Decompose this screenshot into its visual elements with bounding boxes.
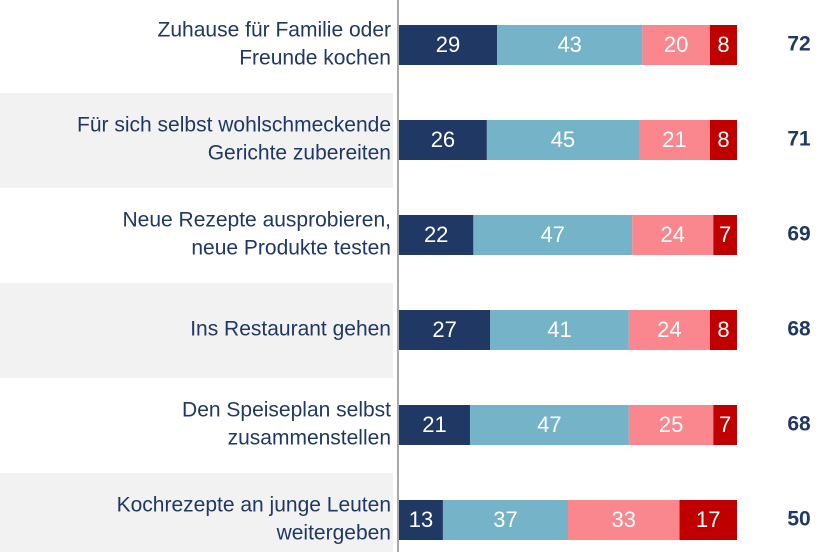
value-label: 8 bbox=[717, 32, 729, 57]
row-band bbox=[0, 93, 393, 188]
value-label: 33 bbox=[612, 507, 636, 532]
bar-segment bbox=[399, 405, 470, 445]
bar-segment bbox=[442, 500, 568, 540]
value-label: 29 bbox=[436, 32, 460, 57]
bar-segment bbox=[497, 25, 643, 65]
bar-segment bbox=[642, 25, 710, 65]
bar-segment bbox=[709, 310, 737, 350]
value-label: 21 bbox=[422, 412, 446, 437]
value-label: 24 bbox=[661, 222, 685, 247]
value-label: 17 bbox=[696, 507, 720, 532]
total-label: 71 bbox=[787, 128, 811, 151]
value-label: 47 bbox=[541, 222, 565, 247]
value-label: 7 bbox=[719, 222, 731, 247]
row-band bbox=[0, 283, 393, 378]
value-label: 26 bbox=[431, 127, 455, 152]
bar-segment bbox=[628, 405, 714, 445]
bar-segment bbox=[399, 120, 487, 160]
bar-segment bbox=[638, 120, 710, 160]
value-label: 21 bbox=[662, 127, 686, 152]
category-label: Gerichte zubereiten bbox=[208, 142, 391, 165]
total-label: 69 bbox=[787, 223, 810, 246]
category-label: neue Produkte testen bbox=[191, 237, 391, 260]
category-label: Neue Rezepte ausprobieren, bbox=[122, 209, 391, 232]
value-label: 8 bbox=[717, 127, 729, 152]
total-label: 68 bbox=[787, 318, 811, 341]
bar-segment bbox=[632, 215, 714, 255]
value-label: 22 bbox=[424, 222, 448, 247]
bar-segment bbox=[399, 215, 474, 255]
category-label: Zuhause für Familie oder bbox=[158, 19, 391, 42]
value-label: 27 bbox=[432, 317, 456, 342]
value-label: 8 bbox=[717, 317, 729, 342]
category-label: Ins Restaurant gehen bbox=[190, 318, 391, 341]
value-label: 25 bbox=[659, 412, 683, 437]
category-label: Für sich selbst wohlschmeckende bbox=[77, 114, 391, 137]
bar-segment bbox=[399, 25, 498, 65]
category-label: Freunde kochen bbox=[239, 47, 391, 70]
bar-segment bbox=[713, 215, 737, 255]
bar-segment bbox=[628, 310, 710, 350]
category-label: zusammenstellen bbox=[228, 427, 391, 450]
bar-segment bbox=[709, 120, 737, 160]
value-label: 41 bbox=[547, 317, 571, 342]
value-label: 7 bbox=[719, 412, 731, 437]
bar-segment bbox=[486, 120, 639, 160]
bar-segment bbox=[568, 500, 680, 540]
value-label: 20 bbox=[664, 32, 688, 57]
value-label: 24 bbox=[657, 317, 681, 342]
row-band bbox=[0, 473, 393, 552]
total-label: 68 bbox=[787, 413, 811, 436]
bar-segment bbox=[490, 310, 629, 350]
bar-segment bbox=[713, 405, 737, 445]
category-label: Kochrezepte an junge Leuten bbox=[117, 494, 391, 517]
bar-segment bbox=[469, 405, 629, 445]
bar-segment bbox=[399, 310, 491, 350]
category-label: Den Speiseplan selbst bbox=[182, 399, 391, 422]
value-label: 45 bbox=[551, 127, 575, 152]
value-label: 37 bbox=[493, 507, 517, 532]
bar-segment bbox=[399, 500, 443, 540]
value-label: 47 bbox=[537, 412, 561, 437]
category-label: weitergeben bbox=[276, 522, 391, 545]
bar-segment bbox=[709, 25, 737, 65]
bar-segment bbox=[679, 500, 737, 540]
value-label: 43 bbox=[557, 32, 581, 57]
total-label: 50 bbox=[787, 508, 810, 531]
value-label: 13 bbox=[409, 507, 433, 532]
bar-segment bbox=[473, 215, 633, 255]
total-label: 72 bbox=[787, 33, 810, 56]
